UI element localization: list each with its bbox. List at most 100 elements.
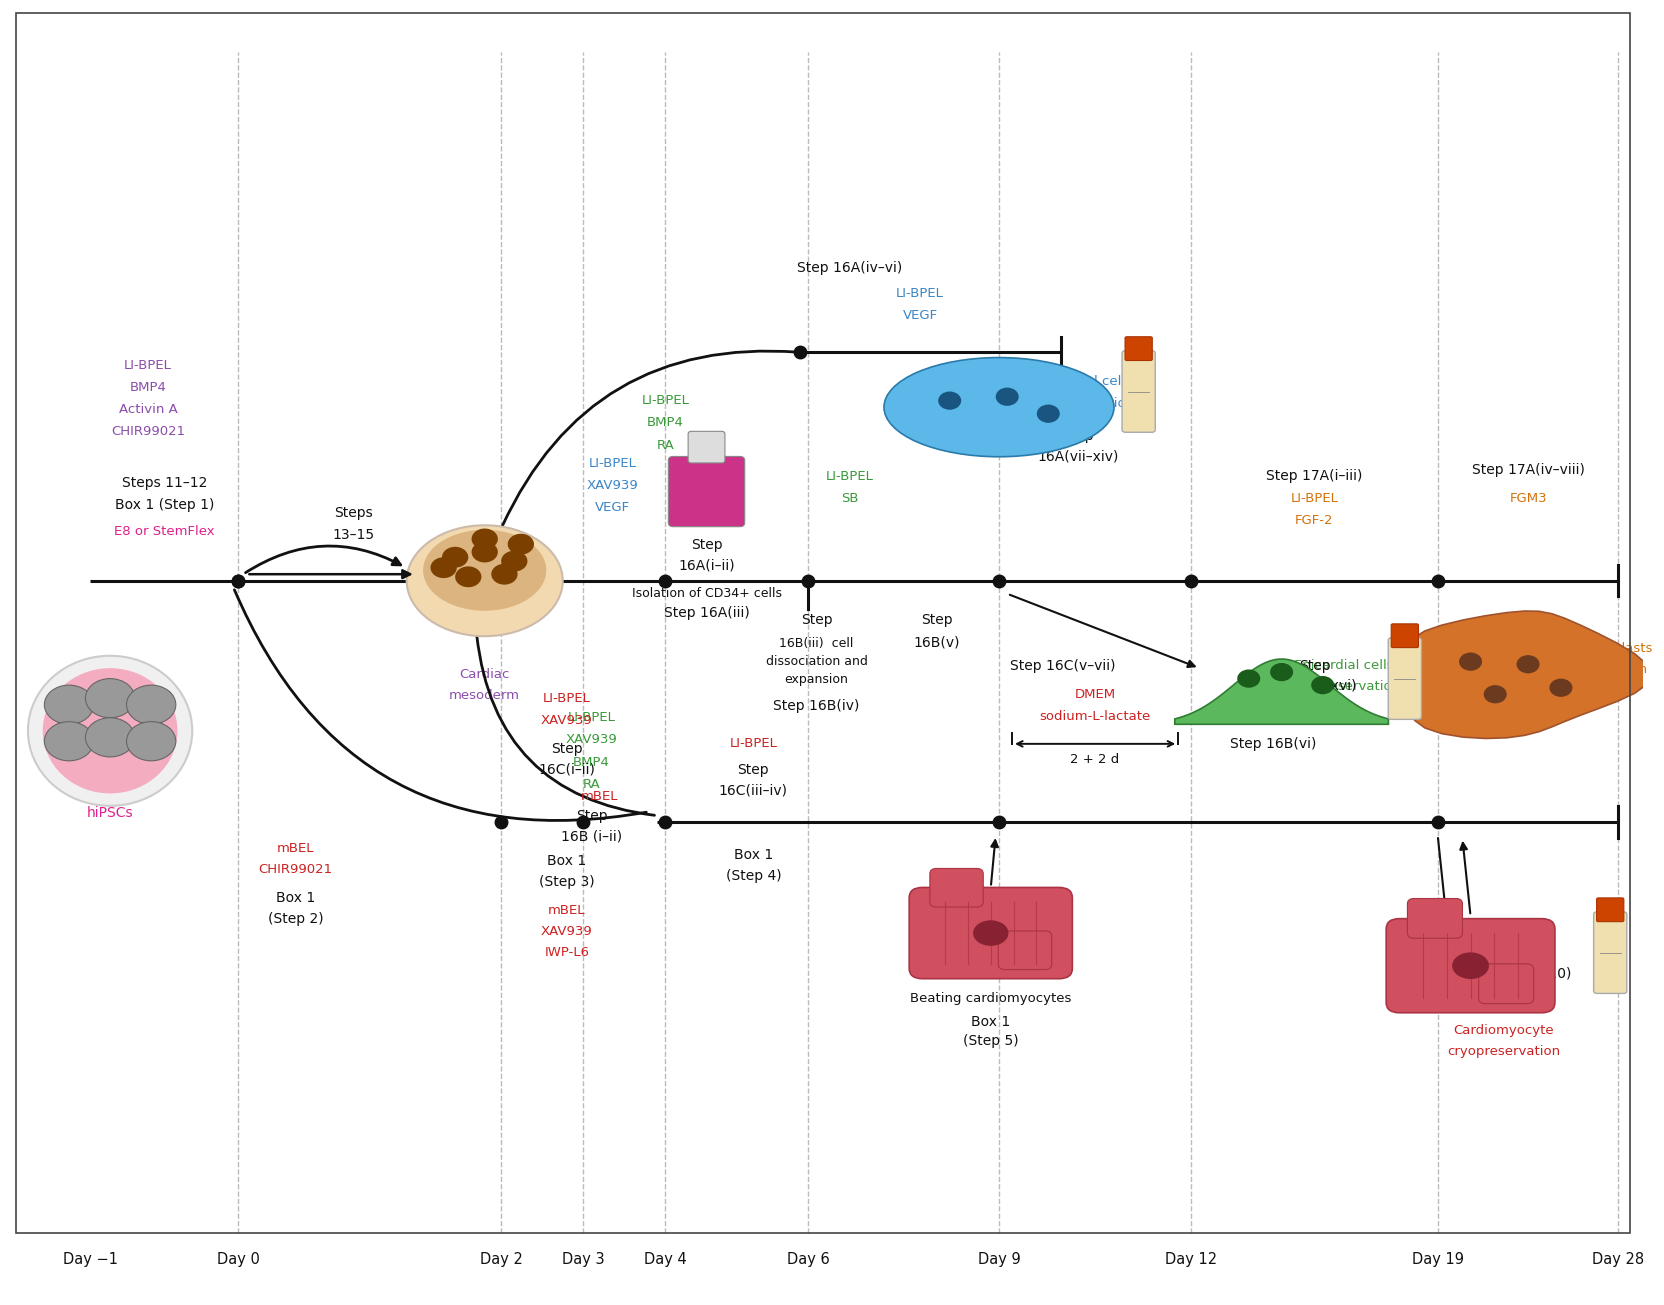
Text: Step 16B(vi): Step 16B(vi) xyxy=(1230,737,1316,750)
Text: 16B(v): 16B(v) xyxy=(914,636,960,649)
Text: Cardiomyocyte: Cardiomyocyte xyxy=(1453,1024,1554,1037)
Text: Step 16A(iv–vi): Step 16A(iv–vi) xyxy=(797,261,902,274)
Text: mBEL: mBEL xyxy=(547,904,586,917)
Circle shape xyxy=(1270,663,1293,681)
Text: BMP4: BMP4 xyxy=(572,756,611,769)
Text: LI-BPEL: LI-BPEL xyxy=(1291,492,1338,505)
Ellipse shape xyxy=(406,525,562,636)
FancyArrowPatch shape xyxy=(1010,595,1195,667)
FancyArrowPatch shape xyxy=(246,545,401,573)
Text: 16A(i–ii): 16A(i–ii) xyxy=(679,559,735,572)
Text: LI-BPEL: LI-BPEL xyxy=(825,470,874,483)
Text: Box 1: Box 1 xyxy=(734,848,774,861)
Text: Day 2: Day 2 xyxy=(479,1251,522,1267)
Text: Activin A: Activin A xyxy=(118,403,178,416)
Circle shape xyxy=(471,529,498,549)
Circle shape xyxy=(85,718,135,757)
Text: FGM3: FGM3 xyxy=(1509,492,1548,505)
Text: Step: Step xyxy=(920,613,952,626)
Text: mBEL: mBEL xyxy=(581,790,619,803)
Ellipse shape xyxy=(43,668,178,793)
FancyBboxPatch shape xyxy=(1594,912,1627,993)
FancyBboxPatch shape xyxy=(1388,638,1421,719)
Text: (Step 5): (Step 5) xyxy=(963,1035,1018,1048)
Text: Cardiac fibroblasts: Cardiac fibroblasts xyxy=(1528,642,1652,655)
Circle shape xyxy=(491,564,518,585)
Text: Day 28: Day 28 xyxy=(1592,1251,1644,1267)
Text: Step 16C(v–vii): Step 16C(v–vii) xyxy=(1010,659,1115,672)
Text: Day 0: Day 0 xyxy=(216,1251,260,1267)
Ellipse shape xyxy=(1453,953,1489,979)
Text: CHIR99021: CHIR99021 xyxy=(111,425,185,438)
Text: Box 1: Box 1 xyxy=(972,1015,1010,1028)
Circle shape xyxy=(1238,669,1260,688)
Text: 16C(viii–xvi): 16C(viii–xvi) xyxy=(1271,679,1358,692)
Text: hiPSCs: hiPSCs xyxy=(87,806,133,820)
Text: sodium-L-lactate: sodium-L-lactate xyxy=(1040,710,1151,723)
Text: cryopreservation: cryopreservation xyxy=(1534,663,1647,676)
Text: Step: Step xyxy=(551,743,582,756)
Text: XAV939: XAV939 xyxy=(566,733,617,746)
Text: Endothelial cells: Endothelial cells xyxy=(1023,375,1133,388)
Text: XAV939: XAV939 xyxy=(541,714,592,727)
FancyArrowPatch shape xyxy=(250,570,409,578)
Circle shape xyxy=(508,534,534,555)
FancyBboxPatch shape xyxy=(909,887,1072,979)
Text: Day 19: Day 19 xyxy=(1411,1251,1464,1267)
Polygon shape xyxy=(1411,611,1651,739)
Text: 16A(vii–xiv): 16A(vii–xiv) xyxy=(1037,450,1118,463)
FancyBboxPatch shape xyxy=(930,868,983,907)
Text: Step: Step xyxy=(1062,429,1093,442)
Circle shape xyxy=(456,566,481,587)
Text: VEGF: VEGF xyxy=(596,501,631,514)
Ellipse shape xyxy=(423,530,546,611)
Text: dissociation and: dissociation and xyxy=(765,655,867,668)
FancyBboxPatch shape xyxy=(1125,337,1151,360)
FancyArrowPatch shape xyxy=(1438,838,1448,908)
Text: Box 1: Box 1 xyxy=(276,891,316,904)
Text: Step 16A(iii): Step 16A(iii) xyxy=(664,607,749,620)
FancyArrowPatch shape xyxy=(992,840,998,885)
Text: RA: RA xyxy=(657,438,674,452)
Text: LI-BPEL: LI-BPEL xyxy=(567,711,616,724)
Text: Day 3: Day 3 xyxy=(562,1251,604,1267)
Text: Step: Step xyxy=(576,809,607,822)
Text: Steps 11–12: Steps 11–12 xyxy=(121,476,206,489)
Text: cryopreservation: cryopreservation xyxy=(1448,1045,1559,1058)
Circle shape xyxy=(938,392,962,410)
Text: LI-BPEL: LI-BPEL xyxy=(642,394,689,407)
Text: IWP-L6: IWP-L6 xyxy=(544,946,589,959)
Text: Cardiac: Cardiac xyxy=(459,668,509,681)
Text: XAV939: XAV939 xyxy=(541,925,592,938)
Text: (Steps 6–10): (Steps 6–10) xyxy=(1484,967,1572,980)
Circle shape xyxy=(45,722,93,761)
Text: Step: Step xyxy=(1298,659,1330,672)
Text: Step: Step xyxy=(691,539,722,552)
FancyBboxPatch shape xyxy=(689,432,726,463)
Text: Step 16B(iv): Step 16B(iv) xyxy=(774,699,860,713)
Text: Box 1 (Step 1): Box 1 (Step 1) xyxy=(115,499,215,512)
FancyBboxPatch shape xyxy=(1122,351,1155,432)
FancyArrowPatch shape xyxy=(503,351,797,526)
Text: 16C(i–ii): 16C(i–ii) xyxy=(539,763,596,776)
FancyBboxPatch shape xyxy=(1479,964,1534,1004)
Text: cryopreservation: cryopreservation xyxy=(1288,680,1401,693)
FancyBboxPatch shape xyxy=(1596,898,1624,921)
Circle shape xyxy=(1549,679,1572,697)
Text: 16B (i–ii): 16B (i–ii) xyxy=(561,830,622,843)
Text: DMEM: DMEM xyxy=(1075,688,1115,701)
Text: E8 or StemFlex: E8 or StemFlex xyxy=(115,525,215,538)
Text: 16C(iii–iv): 16C(iii–iv) xyxy=(719,784,787,797)
Circle shape xyxy=(1037,405,1060,423)
Text: LI-BPEL: LI-BPEL xyxy=(589,457,637,470)
Text: (Step 3): (Step 3) xyxy=(539,876,594,889)
Text: LI-BPEL: LI-BPEL xyxy=(542,692,591,705)
Text: cryopreservation: cryopreservation xyxy=(1022,397,1135,410)
Text: Day 9: Day 9 xyxy=(978,1251,1020,1267)
Circle shape xyxy=(431,557,458,578)
Text: 16B(iii)  cell: 16B(iii) cell xyxy=(779,637,854,650)
Circle shape xyxy=(85,679,135,718)
Text: Beating cardiomyocytes: Beating cardiomyocytes xyxy=(910,992,1072,1005)
Circle shape xyxy=(501,551,527,572)
Text: CHIR99021: CHIR99021 xyxy=(258,863,333,876)
